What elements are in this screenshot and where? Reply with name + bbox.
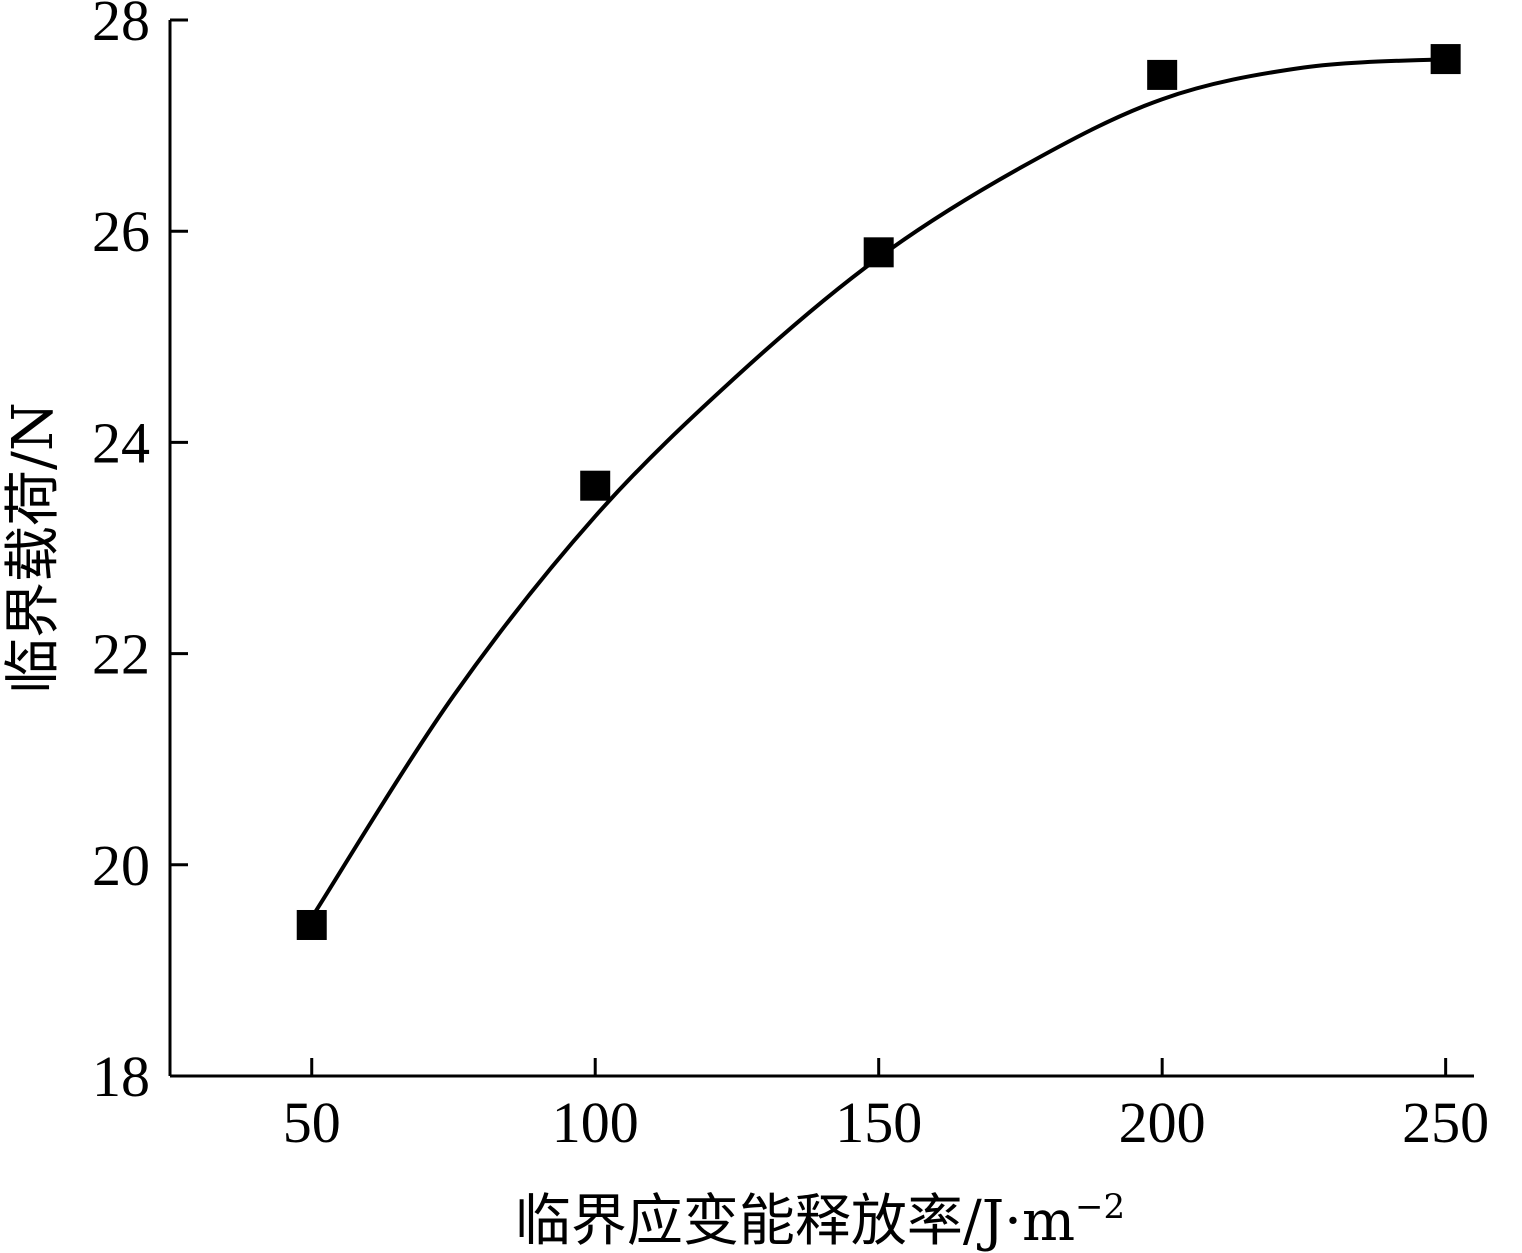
y-tick-label: 22 — [92, 622, 150, 687]
y-tick-label: 18 — [92, 1044, 150, 1109]
x-tick-label: 150 — [835, 1090, 922, 1155]
x-tick-label: 250 — [1402, 1090, 1489, 1155]
data-point-marker — [296, 909, 327, 940]
x-tick-label: 100 — [552, 1090, 639, 1155]
y-tick-label: 24 — [92, 410, 150, 475]
x-axis-ticks: 50 100 150 200 250 — [283, 1058, 1489, 1155]
data-point-marker — [863, 237, 894, 268]
axes — [168, 20, 1474, 1078]
data-point-marker — [580, 470, 611, 501]
data-point-marker — [1430, 44, 1461, 75]
data-points — [296, 44, 1461, 940]
x-tick-label: 200 — [1119, 1090, 1206, 1155]
x-axis-title-text: 临界应变能释放率/J·m — [515, 1189, 1075, 1253]
y-axis-ticks: 18 20 22 24 26 28 — [92, 0, 188, 1109]
y-tick-label: 26 — [92, 199, 150, 264]
y-tick-label: 20 — [92, 833, 150, 898]
x-axis-title-superscript: −2 — [1075, 1187, 1125, 1227]
y-axis-title: 临界载荷/N — [1, 402, 66, 694]
x-axis-title: 临界应变能释放率/J·m−2 — [515, 1187, 1125, 1253]
data-point-marker — [1147, 59, 1178, 90]
x-tick-label: 50 — [283, 1090, 341, 1155]
fit-curve — [310, 57, 1446, 919]
y-tick-label: 28 — [92, 0, 150, 53]
